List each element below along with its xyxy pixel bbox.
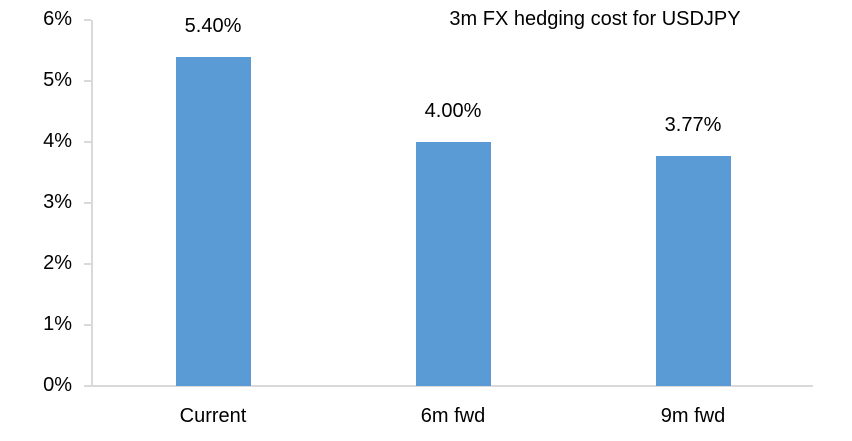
y-axis-tick-label: 3% [43,191,72,213]
y-axis-tick-mark [84,202,91,204]
bar-data-label: 4.00% [424,100,482,122]
y-axis-tick-mark [84,19,91,21]
y-axis-tick-label: 1% [43,313,72,335]
x-axis-line [91,385,813,387]
y-axis-tick-mark [84,80,91,82]
bar-data-label: 3.77% [664,114,722,136]
x-axis-category-label: 9m fwd [660,405,726,427]
bar-current [175,57,251,386]
y-axis-tick-mark [84,141,91,143]
bar-9m-fwd [655,156,731,386]
y-axis-tick-label: 5% [43,69,72,91]
x-axis-category-label: 6m fwd [420,405,486,427]
y-axis-tick-mark [84,263,91,265]
y-axis-tick-label: 6% [43,8,72,30]
bar-data-label: 5.40% [184,15,242,37]
y-axis-tick-label: 0% [43,374,72,396]
y-axis-line [91,20,93,387]
y-axis-tick-label: 4% [43,130,72,152]
y-axis-tick-mark [84,324,91,326]
y-axis-tick-label: 2% [43,252,72,274]
chart-title: 3m FX hedging cost for USDJPY [449,8,741,30]
x-axis-category-label: Current [179,405,247,427]
bar-6m-fwd [415,142,491,386]
y-axis-tick-mark [84,385,91,387]
